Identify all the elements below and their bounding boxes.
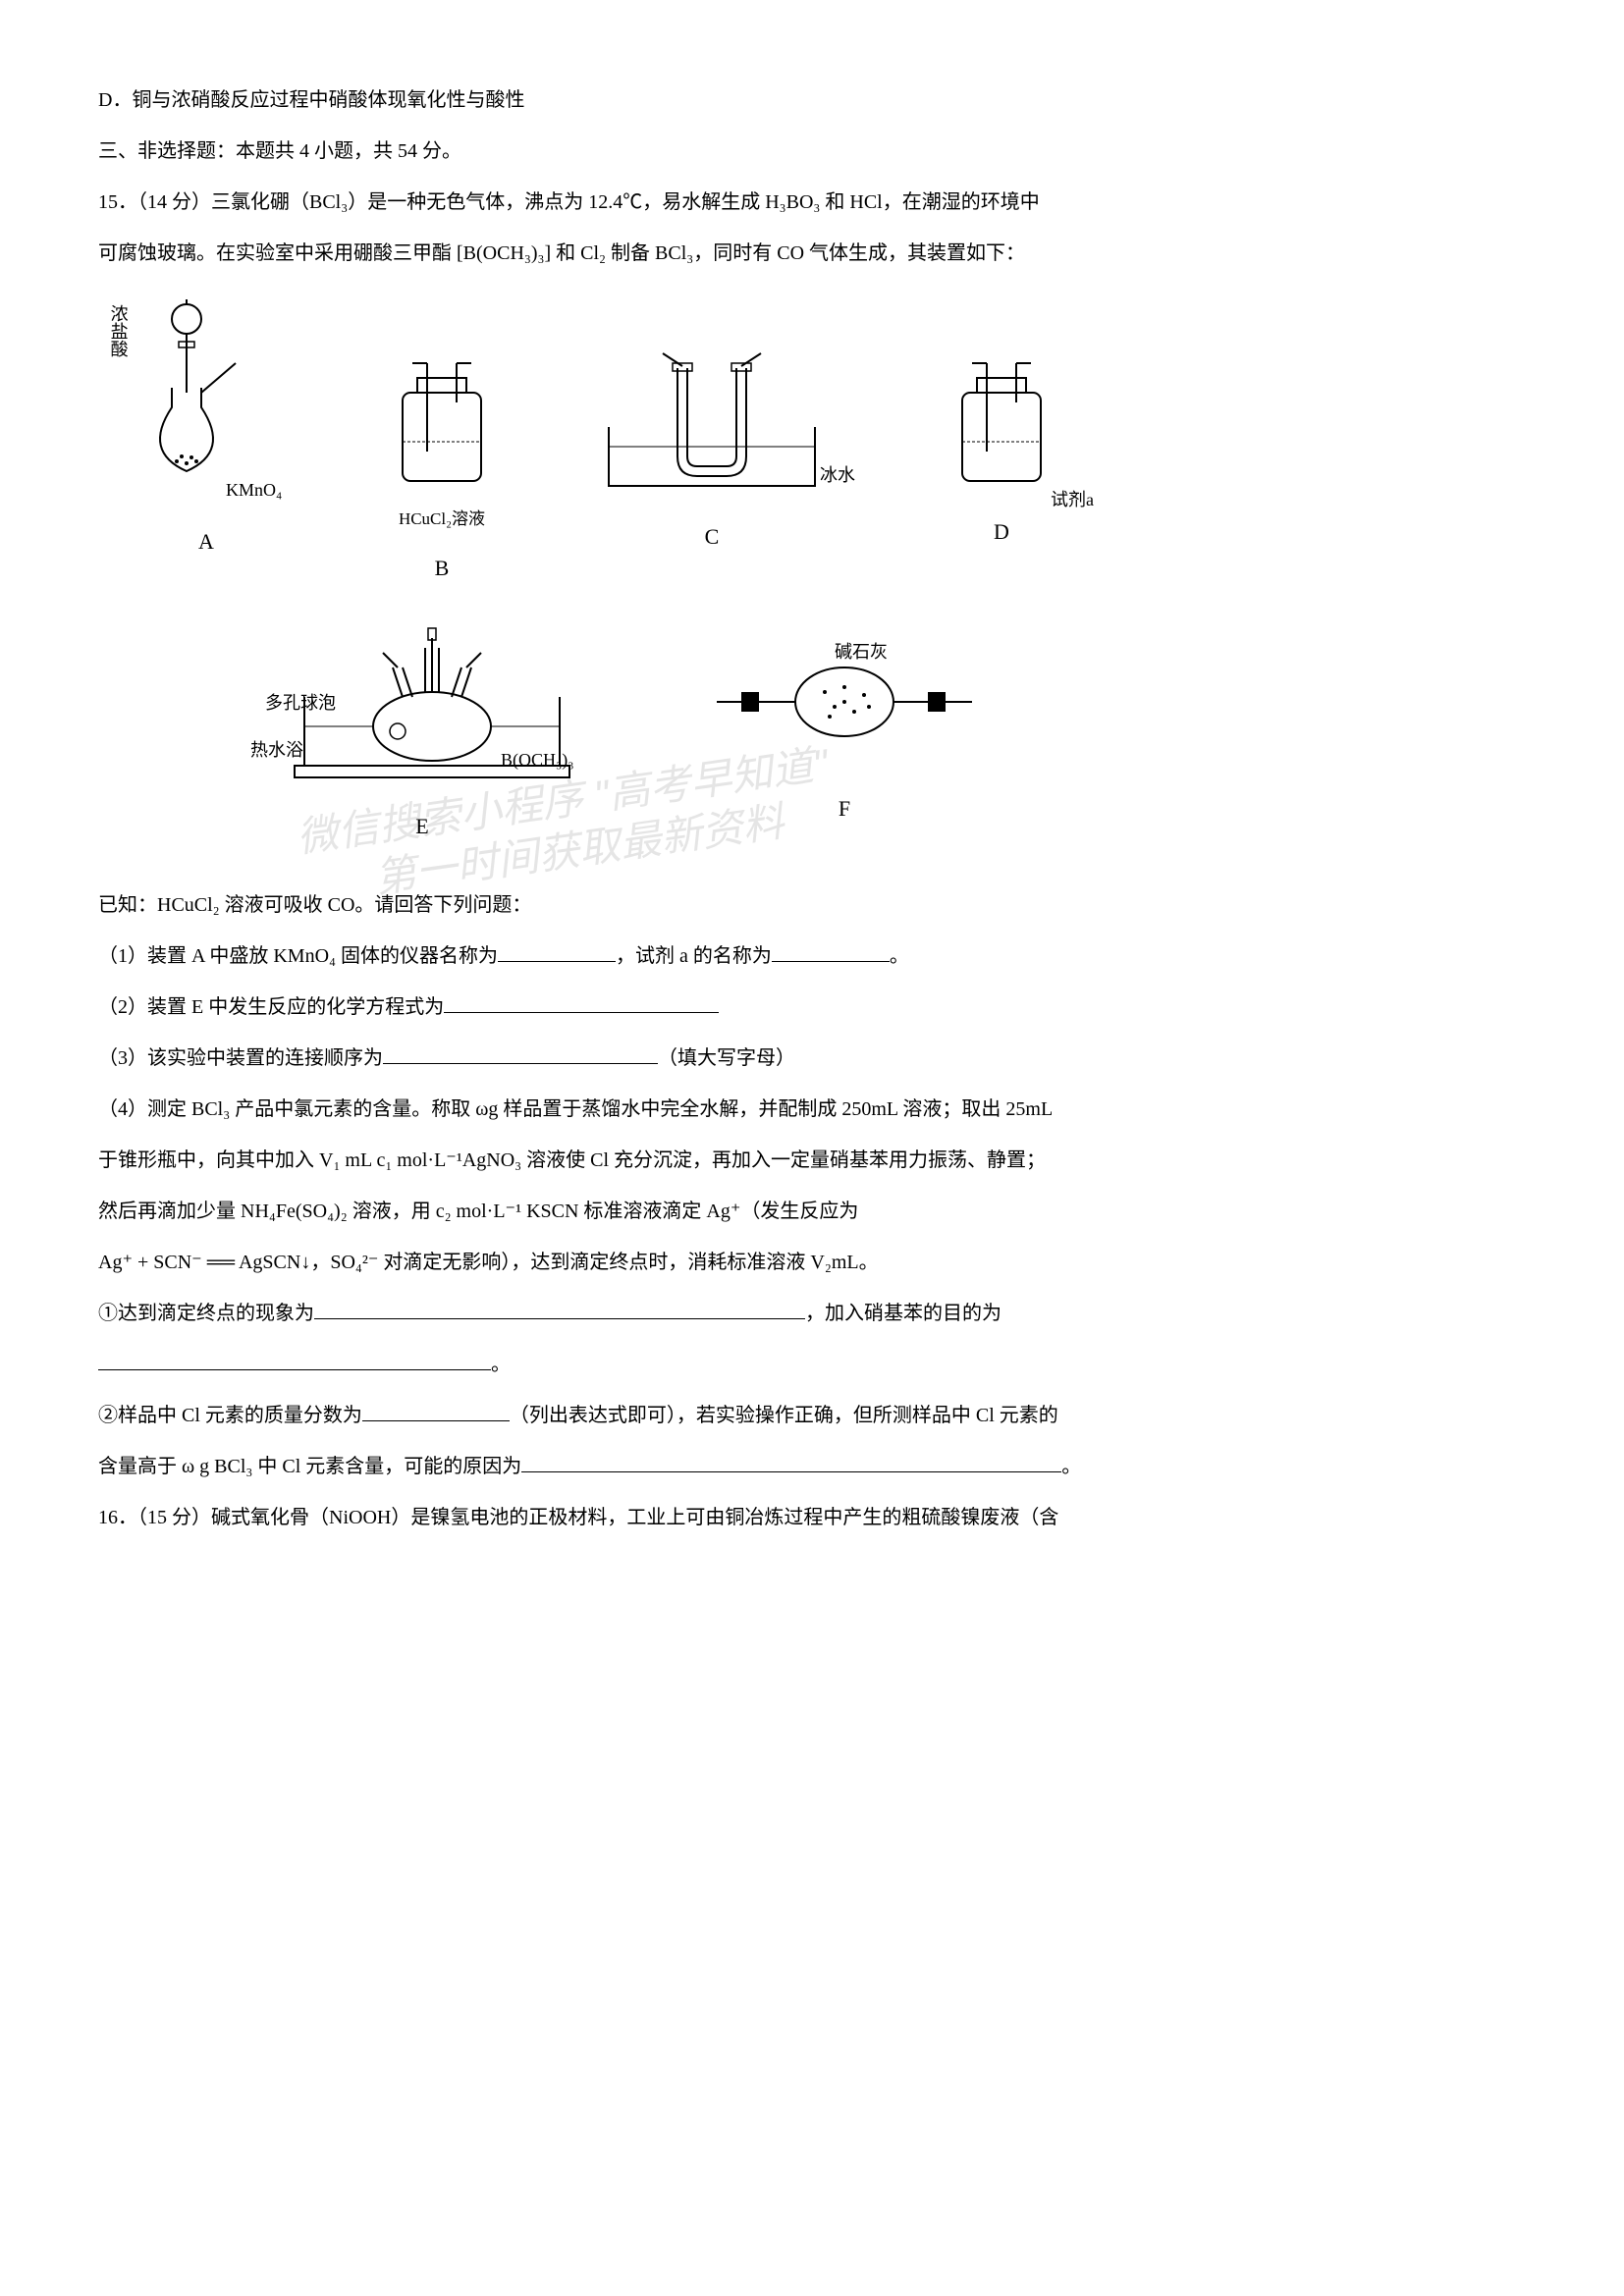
apparatus-c-reagent: 冰水 [820,456,855,496]
apparatus-a-label: A [118,518,295,565]
q15-header-line1: 15．（14 分）三氯化硼（BCl₃）是一种无色气体，沸点为 12.4℃，易水解… [98,181,1526,224]
q15-sub1-text-c: 。 [890,945,909,967]
apparatus-diagram-row2: 多孔球泡 热水浴 B(OCH₃)₃ E 碱石灰 F 微信搜索小程序 "高考早知道… [98,599,1526,854]
blank-field [498,941,616,962]
blank-field [98,1350,491,1370]
q16-header: 16．（15 分）碱式氧化骨（NiOOH）是镍氢电池的正极材料，工业上可由铜冶炼… [98,1496,1526,1539]
q15-sub4-line3: 然后再滴加少量 NH₄Fe(SO₄)₂ 溶液，用 c₂ mol·L⁻¹ KSCN… [98,1190,1526,1233]
blank-field [362,1401,510,1421]
q15-sub4-2-cont: 含量高于 ω g BCl₃ 中 Cl 元素含量，可能的原因为 。 [98,1445,1526,1488]
apparatus-b-svg [373,353,511,501]
q15-sub4-2-text-d: 。 [1061,1456,1081,1477]
apparatus-b-label: B [373,545,511,592]
apparatus-d-label: D [933,508,1070,556]
q15-sub2-text-a: （2）装置 E 中发生反应的化学方程式为 [98,996,444,1018]
q15-sub4-line1: （4）测定 BCl₃ 产品中氯元素的含量。称取 ωg 样品置于蒸馏水中完全水解，… [98,1088,1526,1131]
apparatus-e-side-label2: 热水浴 [250,731,303,771]
q15-sub4-1-text-c: 。 [491,1354,511,1375]
apparatus-e-reagent: B(OCH₃)₃ [501,741,574,780]
q15-sub4-2-text-a: ②样品中 Cl 元素的质量分数为 [98,1405,362,1426]
q15-sub1: （1）装置 A 中盛放 KMnO₄ 固体的仪器名称为 ，试剂 a 的名称为 。 [98,934,1526,978]
option-d-text: D．铜与浓硝酸反应过程中硝酸体现氧化性与酸性 [98,79,1526,122]
blank-field [314,1299,805,1319]
q15-sub4-1-text-a: ①达到滴定终点的现象为 [98,1303,314,1324]
apparatus-diagram-row1: 浓盐酸 KMnO₄ A [98,294,1526,569]
q15-sub4-2-text-c: 含量高于 ω g BCl₃ 中 Cl 元素含量，可能的原因为 [98,1456,521,1477]
q15-sub1-text-a: （1）装置 A 中盛放 KMnO₄ 固体的仪器名称为 [98,945,498,967]
q15-sub1-text-b: ，试剂 a 的名称为 [616,945,772,967]
q15-known: 已知：HCuCl₂ 溶液可吸收 CO。请回答下列问题： [98,883,1526,927]
apparatus-b-reagent: HCuCl₂溶液 [373,501,511,537]
blank-field [383,1043,658,1064]
apparatus-a-reagent: KMnO₄ [226,471,282,510]
blank-field [772,941,890,962]
q15-sub3-text-b: （填大写字母） [658,1047,795,1069]
apparatus-d-svg [933,353,1070,501]
blank-field [521,1452,1061,1472]
q15-sub4-line2: 于锥形瓶中，向其中加入 V₁ mL c₁ mol·L⁻¹AgNO₃ 溶液使 Cl… [98,1139,1526,1182]
apparatus-f-reagent: 碱石灰 [835,633,888,672]
q15-sub2: （2）装置 E 中发生反应的化学方程式为 [98,986,1526,1029]
apparatus-e-label: E [245,803,599,850]
apparatus-e-side-label1: 多孔球泡 [265,692,336,715]
q15-sub3: （3）该实验中装置的连接顺序为 （填大写字母） [98,1037,1526,1080]
apparatus-a-side-label: 浓盐酸 [98,304,137,357]
apparatus-d-reagent: 试剂a [1051,481,1094,520]
q15-sub4-line4: Ag⁺ + SCN⁻ ══ AgSCN↓，SO₄²⁻ 对滴定无影响），达到滴定终… [98,1241,1526,1284]
q15-sub4-1: ①达到滴定终点的现象为 ，加入硝基苯的目的为 [98,1292,1526,1335]
apparatus-c-svg [589,348,835,506]
section-header: 三、非选择题：本题共 4 小题，共 54 分。 [98,130,1526,173]
q15-sub4-2: ②样品中 Cl 元素的质量分数为 （列出表达式即可），若实验操作正确，但所测样品中… [98,1394,1526,1437]
q15-sub3-text-a: （3）该实验中装置的连接顺序为 [98,1047,383,1069]
blank-field [444,992,719,1013]
q15-header-line2: 可腐蚀玻璃。在实验室中采用硼酸三甲酯 [B(OCH₃)₃] 和 Cl₂ 制备 B… [98,232,1526,275]
q15-sub4-1-cont: 。 [98,1343,1526,1386]
apparatus-f-label: F [687,785,1001,832]
q15-sub4-1-text-b: ，加入硝基苯的目的为 [805,1303,1001,1324]
apparatus-c-label: C [589,513,835,561]
q15-sub4-2-text-b: （列出表达式即可），若实验操作正确，但所测样品中 Cl 元素的 [510,1405,1058,1426]
